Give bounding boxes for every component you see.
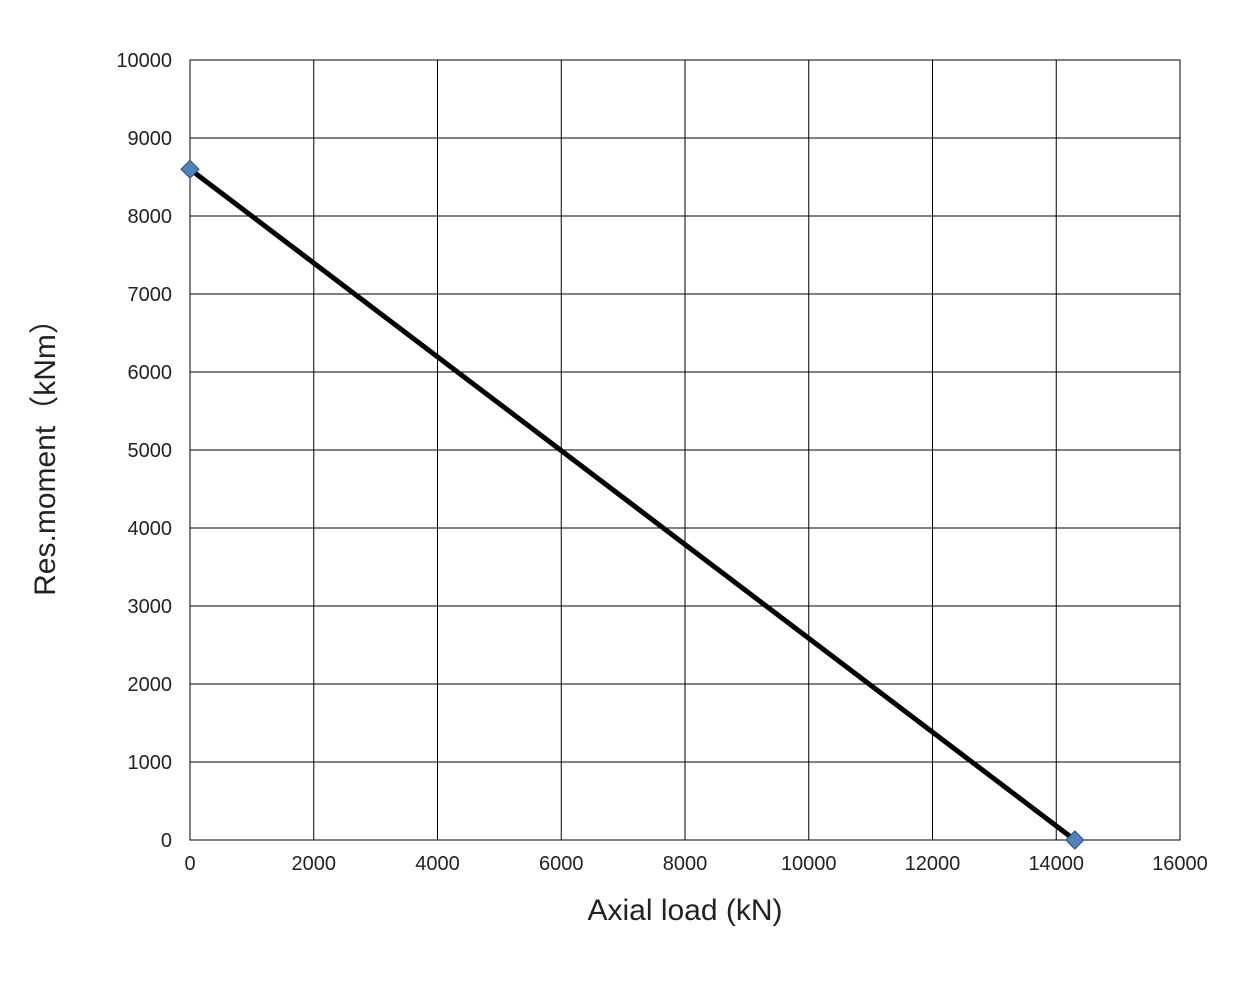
x-tick-label: 2000: [292, 853, 337, 875]
y-tick-label: 4000: [128, 518, 173, 540]
y-tick-label: 5000: [128, 440, 173, 462]
chart-svg: 0 2000 4000 6000 8000 10000 12000 14000 16000 0 10…: [0, 0, 1260, 990]
y-tick-label: 2000: [128, 674, 173, 696]
x-tick-label: 0: [184, 853, 195, 875]
x-tick-label: 8000: [663, 853, 708, 875]
x-tick-label: 10000: [781, 853, 837, 875]
y-tick-label: 7000: [128, 284, 173, 306]
chart-container: 0 2000 4000 6000 8000 10000 12000 14000 16000 0 10…: [0, 0, 1260, 990]
y-tick-label: 8000: [128, 206, 173, 228]
x-tick-label: 12000: [905, 853, 961, 875]
x-tick-label: 6000: [539, 853, 584, 875]
x-axis-title: Axial load (kN): [587, 894, 782, 927]
y-tick-label: 6000: [128, 362, 173, 384]
x-tick-label: 4000: [415, 853, 460, 875]
y-tick-label: 9000: [128, 128, 173, 150]
y-tick-label: 1000: [128, 752, 173, 774]
y-axis-title: Res.moment（kNm）: [29, 304, 62, 596]
y-tick-label: 3000: [128, 596, 173, 618]
y-tick-label: 10000: [116, 50, 172, 72]
x-tick-label: 14000: [1028, 853, 1084, 875]
x-tick-label: 16000: [1152, 853, 1208, 875]
y-tick-label: 0: [161, 830, 172, 852]
